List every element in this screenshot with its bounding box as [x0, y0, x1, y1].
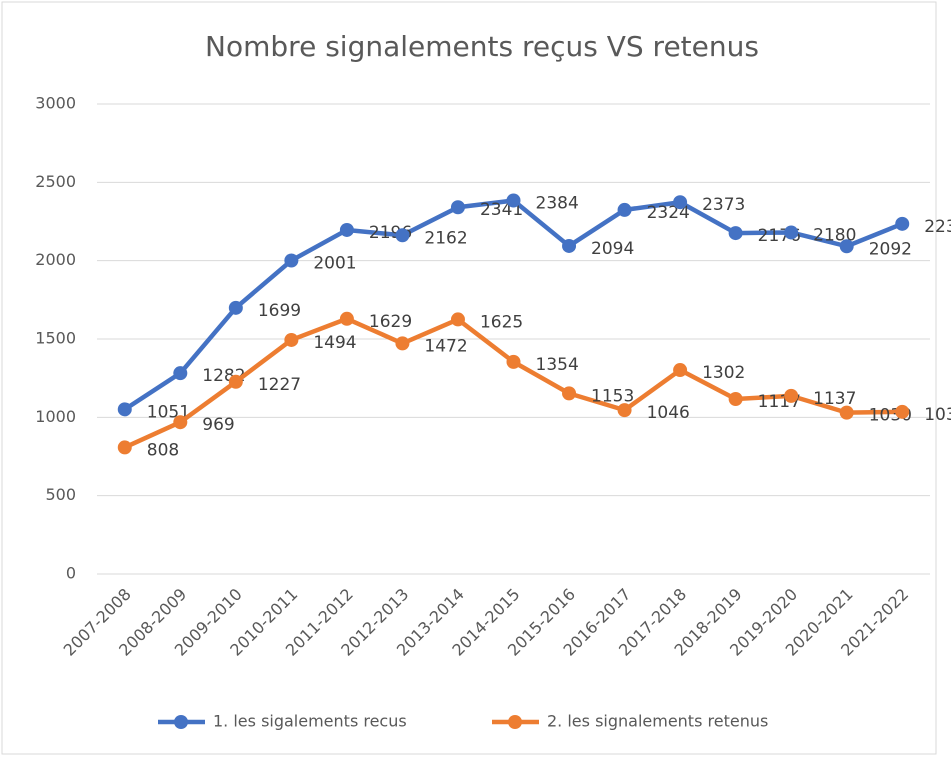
- point: [673, 363, 688, 378]
- data-label: 1035: [924, 405, 951, 425]
- point: [284, 332, 299, 347]
- data-label: 2092: [869, 239, 912, 259]
- point: [895, 404, 910, 419]
- data-label: 2162: [424, 228, 467, 248]
- point: [617, 202, 632, 217]
- y-tick-label: 2500: [35, 172, 76, 191]
- data-label: 2384: [536, 194, 579, 214]
- y-tick-label: 1000: [35, 407, 76, 426]
- point: [617, 403, 632, 418]
- point: [228, 300, 243, 315]
- y-tick-label: 0: [66, 564, 76, 583]
- data-label: 1625: [480, 312, 523, 332]
- legend-marker: [508, 715, 522, 729]
- legend-label: 2. les signalements retenus: [547, 712, 768, 731]
- legend-marker: [174, 715, 188, 729]
- data-label: 1354: [536, 355, 579, 375]
- point: [173, 366, 188, 381]
- data-label: 1699: [258, 301, 301, 321]
- point: [562, 238, 577, 253]
- point: [839, 239, 854, 254]
- point: [784, 225, 799, 240]
- point: [506, 354, 521, 369]
- point: [339, 311, 354, 326]
- data-label: 969: [202, 415, 234, 435]
- data-label: 2235: [924, 217, 951, 237]
- data-label: 1153: [591, 386, 634, 406]
- point: [395, 336, 410, 351]
- point: [284, 253, 299, 268]
- point: [395, 228, 410, 243]
- chart-border: [1, 1, 937, 755]
- data-label: 2001: [313, 254, 356, 274]
- chart-title: Nombre signalements reçus VS retenus: [205, 30, 759, 63]
- point: [728, 392, 743, 407]
- point: [506, 193, 521, 208]
- y-tick-label: 2000: [35, 250, 76, 269]
- point: [450, 312, 465, 327]
- data-label: 2094: [591, 239, 634, 259]
- data-label: 1629: [369, 312, 412, 332]
- data-label: 1137: [813, 389, 856, 409]
- point: [228, 374, 243, 389]
- data-label: 1046: [647, 403, 690, 423]
- y-tick-label: 1500: [35, 329, 76, 348]
- point: [117, 402, 132, 417]
- y-tick-label: 3000: [35, 94, 76, 113]
- legend-label: 1. les sigalements recus: [213, 712, 407, 731]
- y-tick-label: 500: [45, 485, 76, 504]
- point: [450, 200, 465, 215]
- point: [728, 226, 743, 241]
- data-label: 808: [147, 440, 179, 460]
- data-label: 1472: [424, 336, 467, 356]
- data-label: 1494: [313, 333, 356, 353]
- data-label: 2373: [702, 195, 745, 215]
- point: [562, 386, 577, 401]
- point: [839, 405, 854, 420]
- point: [117, 440, 132, 455]
- data-label: 1227: [258, 375, 301, 395]
- data-label: 1302: [702, 363, 745, 383]
- point: [339, 222, 354, 237]
- point: [784, 388, 799, 403]
- point: [673, 195, 688, 210]
- point: [895, 216, 910, 231]
- point: [173, 415, 188, 430]
